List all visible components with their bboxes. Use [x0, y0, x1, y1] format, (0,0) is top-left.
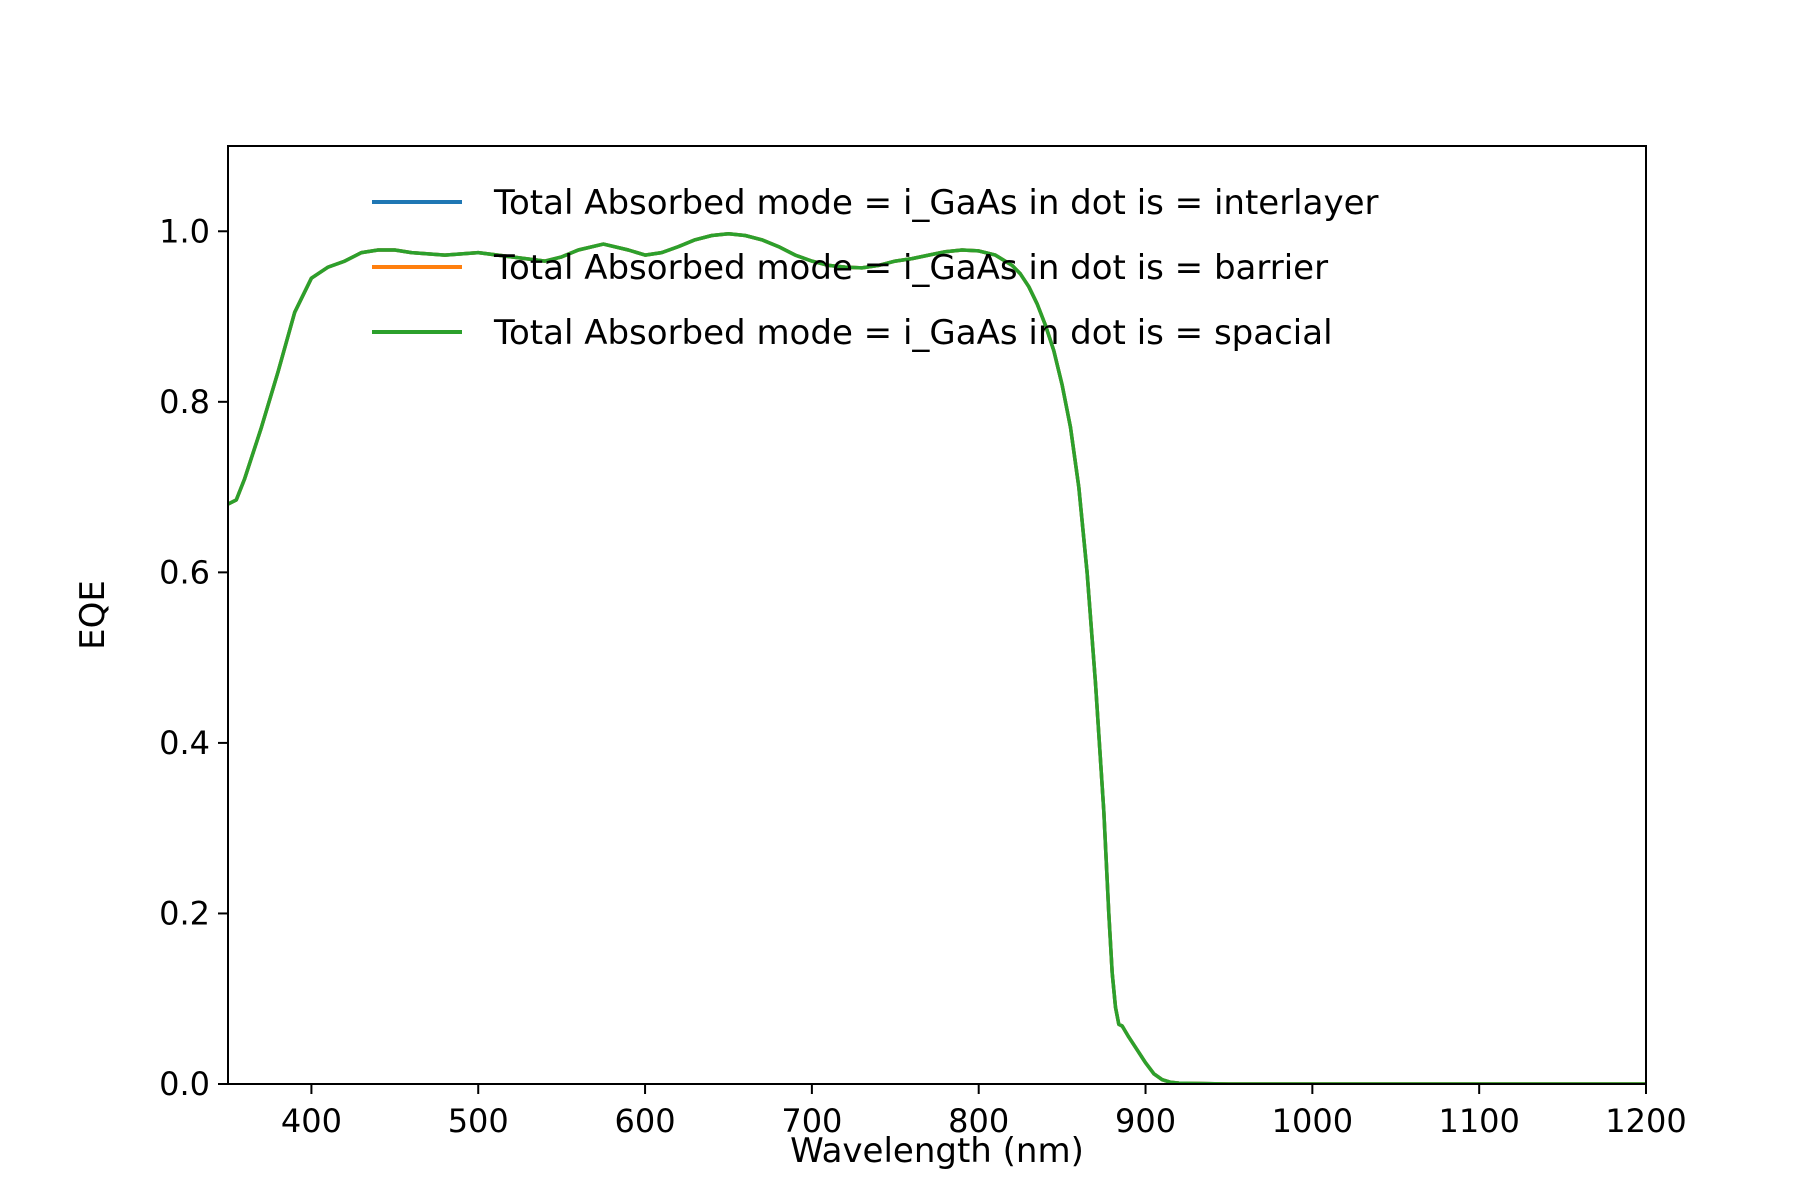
x-axis-label: Wavelength (nm): [790, 1131, 1084, 1171]
y-tick-label: 1.0: [159, 212, 210, 250]
y-tick-label: 0.6: [159, 553, 210, 591]
legend-label-2: Total Absorbed mode = i_GaAs in dot is =…: [493, 248, 1328, 288]
x-tick-label: 900: [1115, 1102, 1176, 1140]
y-tick-label: 0.2: [159, 894, 210, 932]
y-tick-label: 0.8: [159, 383, 210, 421]
y-tick-label: 0.4: [159, 724, 210, 762]
x-tick-label: 1200: [1605, 1102, 1686, 1140]
x-tick-label: 500: [448, 1102, 509, 1140]
legend-label-1: Total Absorbed mode = i_GaAs in dot is =…: [493, 183, 1379, 223]
y-axis-ticks: 0.0 0.2 0.4 0.6 0.8 1.0: [159, 212, 228, 1103]
x-tick-label: 700: [781, 1102, 842, 1140]
y-tick-label: 0.0: [159, 1065, 210, 1103]
x-tick-label: 1000: [1272, 1102, 1353, 1140]
plot-frame: [227, 145, 1647, 1085]
legend-label-3: Total Absorbed mode = i_GaAs in dot is =…: [493, 313, 1333, 353]
legend: Total Absorbed mode = i_GaAs in dot is =…: [372, 183, 1379, 353]
x-tick-label: 600: [615, 1102, 676, 1140]
plot-area: [228, 232, 1646, 1084]
series-line-3: [228, 232, 1646, 1084]
x-tick-label: 800: [948, 1102, 1009, 1140]
y-axis-label: EQE: [73, 580, 113, 650]
x-tick-label: 1100: [1438, 1102, 1519, 1140]
x-axis-ticks: 400 500 600 700 800 900 1000 1100 1200: [281, 1084, 1687, 1140]
x-tick-label: 400: [281, 1102, 342, 1140]
